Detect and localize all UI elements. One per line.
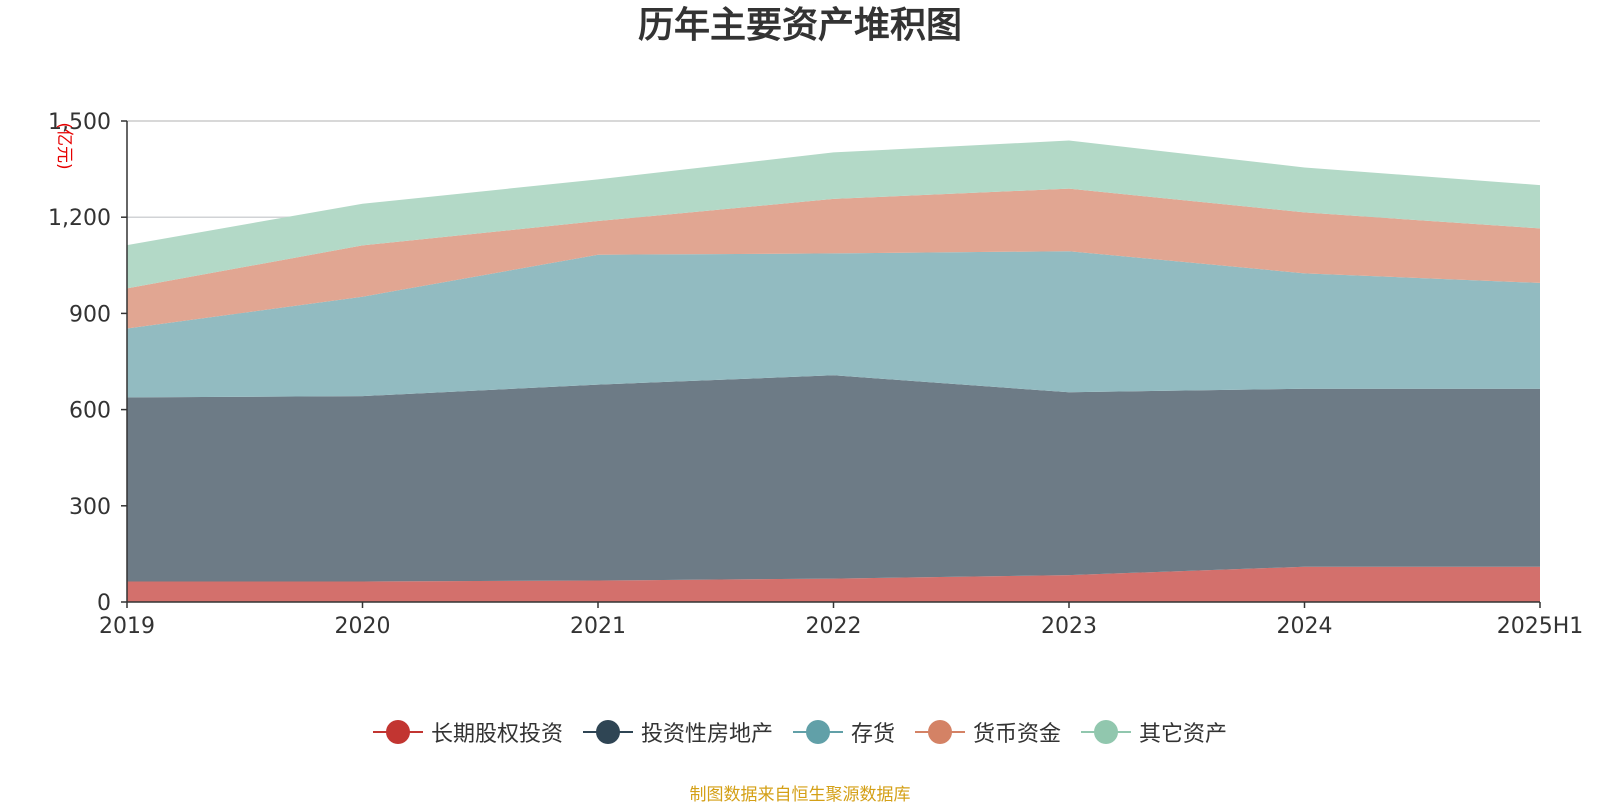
legend-marker-icon (915, 720, 965, 744)
x-tick-label: 2024 (1277, 614, 1333, 639)
y-tick-label: 1,500 (48, 110, 111, 135)
legend-item-3[interactable]: 存货 (792, 716, 895, 748)
legend-marker-icon (582, 720, 633, 744)
chart-title: 历年主要资产堆积图 (637, 5, 962, 46)
area-series-1[interactable] (127, 566, 1540, 602)
legend-item-1[interactable]: 长期股权投资 (372, 716, 563, 748)
legend-item-2[interactable]: 投资性房地产 (582, 716, 773, 748)
legend-label: 其它资产 (1139, 722, 1228, 747)
x-tick-label: 2025H1 (1497, 614, 1584, 639)
legend-marker-icon (372, 720, 423, 744)
y-tick-label: 0 (97, 591, 111, 616)
area-series-2[interactable] (127, 375, 1540, 582)
chart-legend: 长期股权投资 投资性房地产 存货 货币资金 其它资产 (0, 716, 1600, 748)
data-source-note: 制图数据来自恒生聚源数据库 (689, 785, 911, 805)
legend-label: 货币资金 (973, 722, 1062, 747)
legend-marker-icon (792, 720, 843, 744)
area-series-4[interactable] (127, 188, 1540, 329)
y-tick-label: 600 (69, 399, 111, 424)
legend-marker-icon (1081, 720, 1132, 744)
y-tick-label: 1,200 (48, 206, 111, 231)
legend-item-5[interactable]: 其它资产 (1081, 716, 1227, 748)
legend-item-4[interactable]: 货币资金 (915, 716, 1061, 748)
legend-label: 投资性房地产 (640, 722, 773, 747)
x-tick-label: 2021 (570, 614, 626, 639)
x-tick-label: 2019 (99, 614, 155, 639)
legend-label: 存货 (850, 722, 895, 747)
x-tick-label: 2020 (335, 614, 391, 639)
area-series-5[interactable] (127, 140, 1540, 289)
area-series-3[interactable] (127, 251, 1540, 398)
y-tick-label: 900 (69, 302, 111, 327)
y-tick-label: 300 (69, 495, 111, 520)
legend-label: 长期股权投资 (430, 722, 563, 747)
x-tick-label: 2023 (1041, 614, 1097, 639)
x-tick-label: 2022 (806, 614, 862, 639)
y-axis-unit-label: (亿元) (54, 122, 74, 169)
